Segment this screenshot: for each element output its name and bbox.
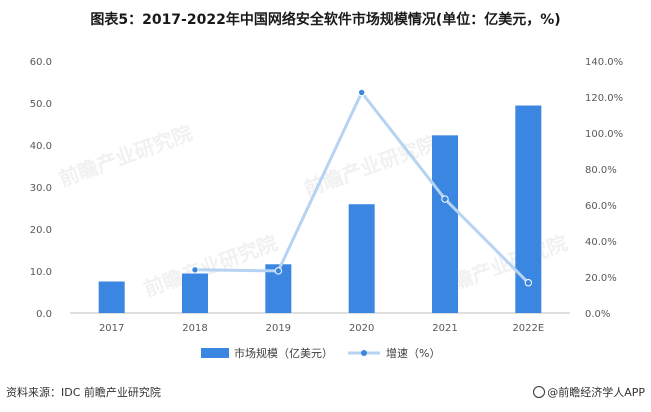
brand-label: @前瞻经济学人APP [547,386,645,399]
growth-point [274,267,283,275]
x-tick-label: 2020 [349,323,374,334]
right-tick-label: 60.0% [585,201,617,212]
x-tick-label: 2021 [432,323,457,334]
legend-bar-swatch [201,348,229,358]
line-series [191,88,533,287]
bar [182,273,208,313]
bar-series [98,105,542,314]
right-axis-ticks: 0.0% 20.0% 40.0% 60.0% 80.0% 100.0% 120.0% 140.… [585,57,623,320]
left-tick-label: 60.0 [30,57,52,68]
left-axis-ticks: 0.0 10.0 20.0 30.0 40.0 50.0 60.0 [30,57,52,320]
growth-point [524,279,533,287]
x-tick-label: 2019 [266,323,291,334]
right-tick-label: 80.0% [585,165,617,176]
brand-note: @前瞻经济学人APP [533,384,645,400]
bar [98,281,125,313]
left-tick-label: 30.0 [30,183,52,194]
bar [432,135,458,313]
legend-line-marker [361,350,367,356]
left-tick-label: 40.0 [30,141,52,152]
left-tick-label: 20.0 [30,225,52,236]
x-tick-label: 2017 [99,323,124,334]
x-axis-ticks: 2017 2018 2019 2020 2021 2022E [99,323,544,334]
bar [515,105,542,314]
x-tick-label: 2022E [512,323,544,334]
right-tick-label: 40.0% [585,237,617,248]
brand-logo-icon [533,386,546,398]
x-tick-label: 2018 [182,323,207,334]
right-tick-label: 140.0% [585,57,623,68]
chart-title: 图表5：2017-2022年中国网络安全软件市场规模情况(单位：亿美元，%) [90,12,561,28]
left-tick-label: 10.0 [30,267,52,278]
right-tick-label: 20.0% [585,273,617,284]
right-tick-label: 120.0% [585,93,623,104]
growth-point [357,88,366,97]
right-tick-label: 100.0% [585,129,623,140]
legend: 市场规模（亿美元） 增速（%） [201,346,440,360]
legend-bar-label: 市场规模（亿美元） [234,346,333,360]
left-tick-label: 50.0 [30,99,52,110]
legend-line-label: 增速（%） [386,346,440,360]
right-tick-label: 0.0% [585,309,610,320]
left-tick-label: 0.0 [36,309,52,320]
source-note: 资料来源：IDC 前瞻产业研究院 [6,386,161,399]
growth-point [441,195,449,203]
growth-point [191,266,199,274]
bar [348,204,375,313]
